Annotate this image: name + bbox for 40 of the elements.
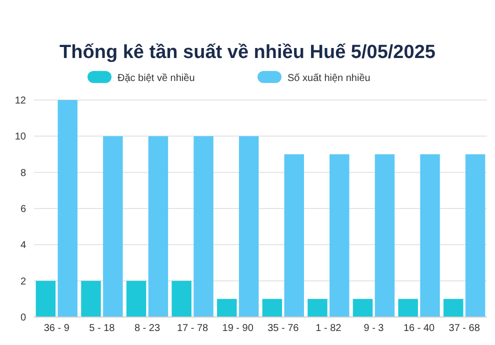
legend-label: Đặc biệt về nhiều	[118, 73, 195, 84]
bar	[398, 298, 418, 317]
x-tick-label: 19 - 90	[222, 323, 254, 334]
x-tick-label: 35 - 76	[268, 323, 300, 334]
bar	[262, 298, 282, 317]
x-tick-label: 37 - 68	[448, 323, 480, 334]
bar	[58, 100, 78, 317]
y-tick-label: 2	[20, 276, 26, 288]
bar	[126, 280, 146, 317]
x-tick-label: 8 - 23	[134, 323, 160, 334]
bar	[330, 154, 350, 317]
y-tick-label: 8	[20, 168, 26, 179]
chart-title: Thống kê tần suất về nhiều Huế 5/05/2025	[60, 42, 436, 63]
x-tick-label: 17 - 78	[176, 323, 209, 334]
y-tick-label: 10	[14, 132, 26, 143]
bar	[172, 280, 192, 317]
bar	[308, 298, 328, 317]
x-tick-label: 16 - 40	[403, 323, 436, 334]
bar	[465, 154, 486, 317]
bar	[194, 136, 214, 317]
legend-label: Số xuất hiện nhiều	[288, 73, 370, 84]
bar	[36, 280, 56, 317]
y-tick-label: 0	[20, 312, 26, 324]
x-tick-label: 36 - 9	[44, 323, 70, 334]
bar	[81, 280, 101, 317]
y-tick-label: 6	[20, 204, 26, 215]
x-tick-label: 1 - 82	[316, 323, 342, 334]
x-tick-label: 5 - 18	[89, 323, 116, 334]
y-tick-label: 4	[20, 240, 26, 252]
bar	[238, 136, 259, 317]
bar	[420, 154, 440, 317]
bar	[284, 154, 304, 317]
bar	[103, 136, 123, 317]
x-tick-label: 9 - 3	[364, 323, 384, 334]
bar	[374, 154, 395, 317]
y-tick-label: 12	[14, 96, 26, 106]
bar	[217, 298, 237, 317]
bar	[444, 298, 464, 317]
bar	[352, 298, 373, 317]
bar	[148, 136, 168, 317]
